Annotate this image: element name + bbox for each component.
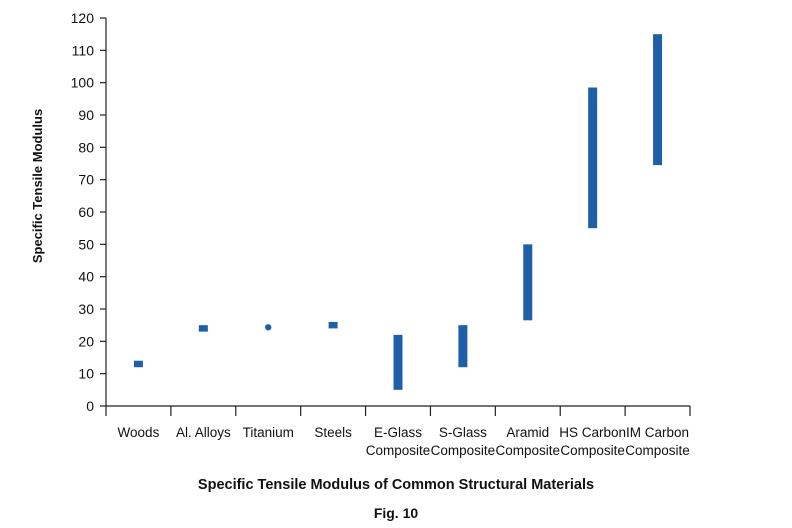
- y-tick-label: 120: [71, 10, 95, 26]
- range-bar: [198, 325, 208, 332]
- figure-label: Fig. 10: [373, 505, 419, 521]
- x-category-label: Al. Alloys: [176, 425, 231, 440]
- y-tick-label: 70: [78, 172, 94, 188]
- y-tick-label: 0: [86, 398, 94, 414]
- range-bars: [133, 34, 663, 390]
- y-axis: 0 10 20 30 40 50 60 70 80 90 100 110 120: [71, 10, 107, 414]
- y-tick-label: 40: [78, 269, 94, 285]
- data-point: [265, 324, 272, 331]
- range-bar: [458, 325, 468, 368]
- x-category-label: Titanium: [243, 425, 294, 440]
- y-tick-label: 60: [78, 204, 94, 220]
- x-category-label: Woods: [118, 425, 160, 440]
- y-tick-label: 30: [78, 301, 94, 317]
- range-bar: [328, 321, 338, 329]
- x-category-label: IM Carbon Composite: [625, 425, 690, 458]
- y-tick-label: 10: [78, 366, 94, 382]
- range-bar: [523, 244, 533, 321]
- x-category-label: Aramid Composite: [496, 425, 561, 458]
- y-tick-label: 90: [78, 107, 94, 123]
- chart-title: Specific Tensile Modulus of Common Struc…: [197, 477, 595, 493]
- range-bar: [133, 360, 143, 368]
- y-tick-label: 100: [71, 75, 95, 91]
- y-tick-label: 110: [72, 42, 95, 58]
- range-bar: [653, 34, 663, 166]
- x-category-label: HS Carbon Composite: [559, 425, 626, 458]
- y-tick-label: 50: [78, 236, 94, 252]
- x-category-label: Steels: [314, 425, 352, 440]
- x-category-label: S-Glass Composite: [431, 425, 496, 458]
- range-bar: [393, 334, 403, 390]
- y-tick-label: 20: [78, 333, 94, 349]
- x-category-label: E-Glass Composite: [366, 425, 431, 458]
- x-axis: Woods Al. Alloys Titanium Steels E-Glass Comp…: [105, 405, 691, 458]
- y-axis-label: Specific Tensile Modulus: [30, 109, 45, 263]
- range-bar: [588, 87, 598, 229]
- y-tick-label: 80: [78, 139, 94, 155]
